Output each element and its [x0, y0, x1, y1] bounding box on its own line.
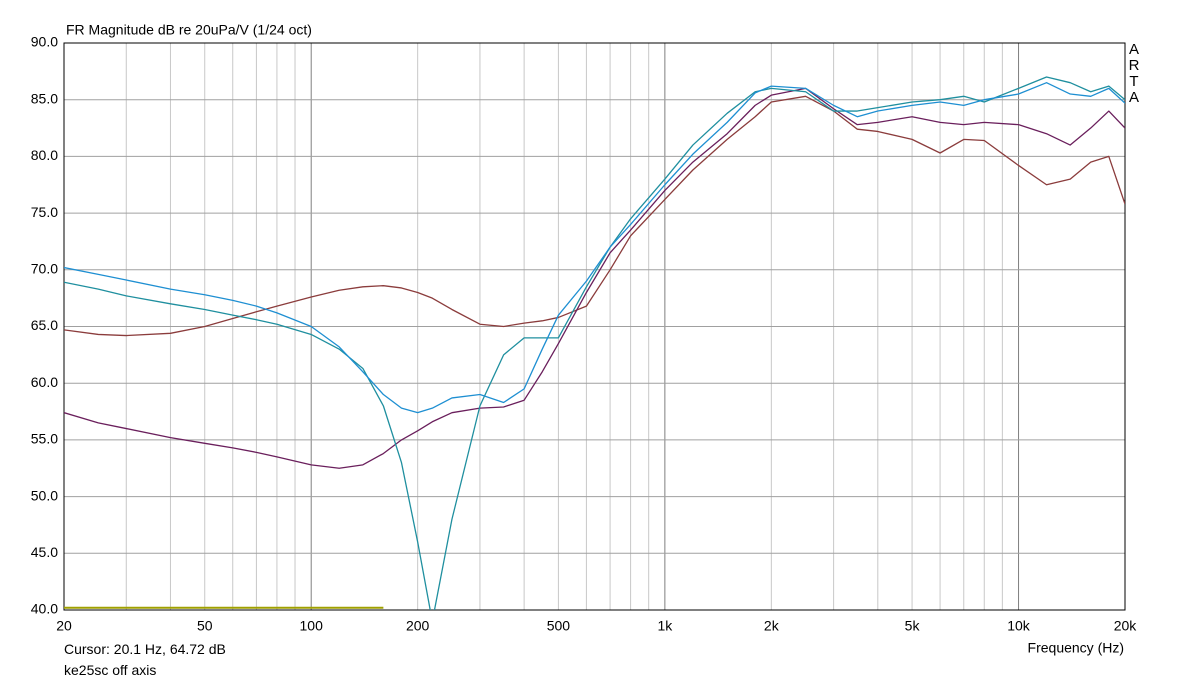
- x-tick-label: 500: [547, 618, 571, 634]
- x-tick-label: 200: [406, 618, 430, 634]
- y-tick-label: 50.0: [31, 487, 58, 503]
- plot-area: [64, 76, 1125, 610]
- x-tick-label: 1k: [657, 618, 673, 634]
- y-tick-label: 80.0: [31, 147, 58, 163]
- x-tick-label: 50: [197, 618, 213, 634]
- x-tick-label: 20k: [1114, 618, 1138, 634]
- x-axis-label: Frequency (Hz): [1028, 640, 1124, 656]
- x-tick-label: 2k: [764, 618, 780, 634]
- response-curve: [64, 82, 1125, 414]
- y-tick-label: 40.0: [31, 601, 58, 617]
- y-tick-label: 75.0: [31, 204, 58, 220]
- cursor-readout: Cursor: 20.1 Hz, 64.72 dB: [64, 641, 226, 657]
- y-tick-label: 65.0: [31, 317, 58, 333]
- x-tick-label: 20: [56, 618, 72, 634]
- y-tick-label: 60.0: [31, 374, 58, 390]
- y-tick-label: 55.0: [31, 431, 58, 447]
- x-tick-label: 10k: [1007, 618, 1031, 634]
- measurement-name: ke25sc off axis: [64, 662, 157, 678]
- x-tick-label: 100: [300, 618, 324, 634]
- response-curve: [64, 95, 1125, 337]
- y-tick-label: 90.0: [31, 34, 58, 50]
- chart-title: FR Magnitude dB re 20uPa/V (1/24 oct): [66, 22, 312, 38]
- x-tick-label: 5k: [905, 618, 921, 634]
- watermark: ARTA: [1128, 41, 1140, 106]
- response-curve: [64, 76, 1125, 610]
- y-tick-label: 70.0: [31, 261, 58, 277]
- plot-frame: [63, 42, 1126, 611]
- y-tick-label: 85.0: [31, 90, 58, 106]
- y-tick-label: 45.0: [31, 544, 58, 560]
- response-curve: [64, 87, 1125, 469]
